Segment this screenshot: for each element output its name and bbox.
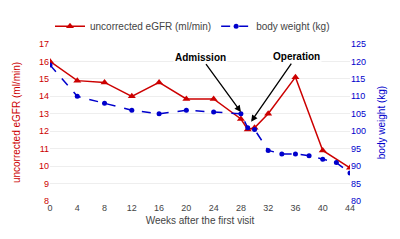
svg-text:10: 10 (39, 161, 49, 171)
svg-text:13: 13 (39, 109, 49, 119)
svg-text:20: 20 (181, 203, 191, 213)
svg-text:16: 16 (154, 203, 164, 213)
svg-text:28: 28 (236, 203, 246, 213)
svg-text:80: 80 (351, 196, 361, 206)
svg-text:8: 8 (102, 203, 107, 213)
svg-text:17: 17 (39, 39, 49, 49)
svg-text:32: 32 (263, 203, 273, 213)
svg-text:12: 12 (39, 126, 49, 136)
svg-text:0: 0 (47, 203, 52, 213)
svg-text:85: 85 (351, 179, 361, 189)
svg-text:Weeks after the first visit: Weeks after the first visit (146, 215, 255, 226)
svg-text:uncorrected eGFR (ml/min): uncorrected eGFR (ml/min) (90, 21, 211, 32)
svg-text:44: 44 (345, 203, 355, 213)
svg-text:105: 105 (351, 109, 366, 119)
svg-text:90: 90 (351, 161, 361, 171)
svg-text:110: 110 (351, 91, 365, 101)
svg-text:16: 16 (39, 57, 49, 67)
svg-text:4: 4 (75, 203, 80, 213)
svg-text:40: 40 (318, 203, 328, 213)
svg-text:8: 8 (44, 196, 49, 206)
svg-text:body weight (kg): body weight (kg) (376, 86, 387, 159)
svg-text:Admission: Admission (175, 52, 226, 63)
svg-text:Operation: Operation (273, 51, 320, 62)
svg-text:100: 100 (351, 126, 366, 136)
svg-text:125: 125 (351, 39, 366, 49)
svg-text:15: 15 (39, 74, 49, 84)
svg-text:95: 95 (351, 144, 361, 154)
svg-text:uncorrected eGFR (ml/min): uncorrected eGFR (ml/min) (11, 62, 22, 183)
svg-text:36: 36 (290, 203, 300, 213)
svg-text:body weight (kg): body weight (kg) (256, 21, 329, 32)
svg-text:24: 24 (209, 203, 219, 213)
svg-text:115: 115 (351, 74, 365, 84)
svg-text:11: 11 (40, 144, 49, 154)
svg-text:120: 120 (351, 57, 366, 67)
svg-text:12: 12 (127, 203, 137, 213)
svg-text:14: 14 (39, 91, 49, 101)
svg-text:9: 9 (44, 179, 49, 189)
